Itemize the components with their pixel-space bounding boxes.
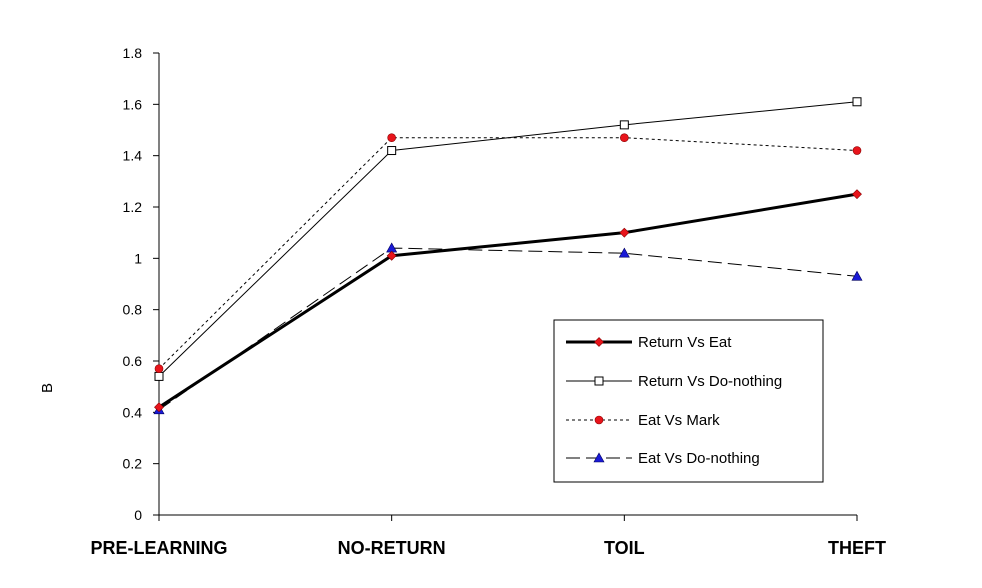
y-tick-label: 0.2 bbox=[123, 456, 143, 472]
series-eat-vs-mark bbox=[154, 133, 862, 374]
legend-marker bbox=[594, 337, 604, 347]
data-point bbox=[851, 270, 863, 281]
data-point bbox=[154, 371, 164, 381]
legend-marker bbox=[594, 376, 604, 386]
series-group bbox=[153, 97, 863, 415]
y-tick-label: 0.4 bbox=[123, 404, 143, 420]
axes bbox=[153, 52, 858, 521]
data-point bbox=[619, 120, 629, 130]
y-tick-label: 1.6 bbox=[123, 96, 143, 112]
data-point bbox=[154, 402, 164, 413]
series-line bbox=[158, 192, 858, 409]
data-point bbox=[852, 97, 862, 107]
y-tick-label: 0.8 bbox=[123, 302, 143, 318]
legend-marker bbox=[594, 415, 604, 425]
legend-label: Return Vs Do-nothing bbox=[638, 373, 782, 390]
data-point bbox=[387, 133, 396, 142]
y-tick-label: 1.4 bbox=[123, 148, 143, 164]
legend-label: Return Vs Eat bbox=[638, 334, 732, 351]
x-category-label: TOIL bbox=[604, 538, 645, 558]
y-tick-label: 0 bbox=[134, 507, 142, 523]
data-point bbox=[618, 247, 630, 258]
y-tick-label: 1.2 bbox=[123, 199, 143, 215]
x-category-label: THEFT bbox=[828, 538, 886, 558]
data-point bbox=[619, 227, 630, 238]
series-return-vs-eat bbox=[154, 189, 862, 413]
x-category-label: NO-RETURN bbox=[338, 538, 446, 558]
series-line bbox=[158, 247, 858, 411]
data-point bbox=[620, 133, 629, 142]
series-line bbox=[158, 137, 858, 370]
legend: Return Vs Eat Return Vs Do-nothing Eat Vs … bbox=[553, 319, 824, 483]
legend-label: Eat Vs Mark bbox=[638, 412, 720, 429]
y-tick-label: 1 bbox=[134, 250, 142, 266]
data-point bbox=[154, 364, 164, 374]
data-point bbox=[386, 250, 397, 261]
data-point bbox=[387, 146, 397, 156]
y-axis-title: B bbox=[39, 383, 56, 393]
data-point bbox=[386, 242, 398, 253]
y-tick-label: 0.6 bbox=[123, 353, 143, 369]
legend-label: Eat Vs Do-nothing bbox=[638, 450, 760, 467]
y-tick-label: 1.8 bbox=[123, 45, 143, 61]
y-tick-labels: 0 0.2 0.4 0.6 0.8 1 1.2 1.4 1.6 1.8 bbox=[123, 45, 143, 523]
legend-marker bbox=[593, 452, 605, 463]
x-tick-labels: PRE-LEARNING NO-RETURN TOIL THEFT bbox=[90, 538, 886, 558]
x-category-label: PRE-LEARNING bbox=[90, 538, 227, 558]
data-point bbox=[852, 189, 862, 200]
data-point bbox=[852, 146, 862, 155]
